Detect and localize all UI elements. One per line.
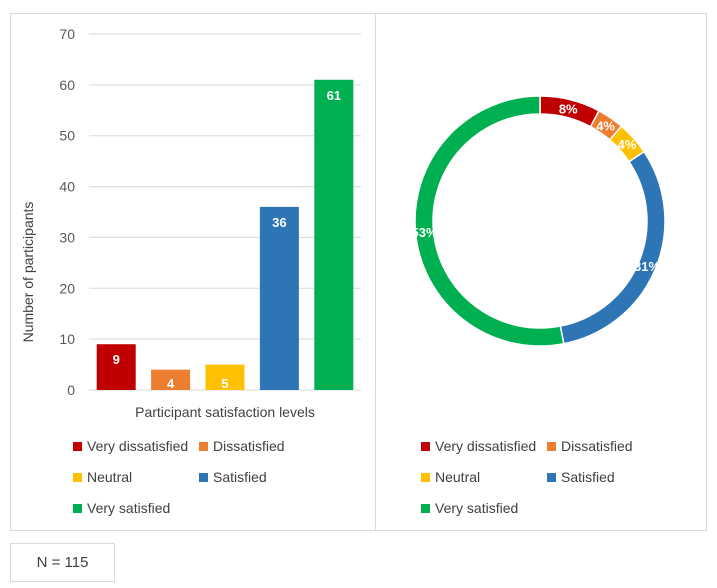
legend-item: Dissatisfied [547, 438, 633, 454]
legend-swatch [421, 441, 430, 451]
y-tick-label: 20 [59, 280, 75, 296]
bar-chart: 0 10 20 30 40 50 60 70 9 4 5 36 61 Participant satisf… [20, 26, 361, 420]
donut-slice [559, 150, 666, 345]
legend-swatch [199, 472, 208, 482]
slice-percent-label: 4% [596, 118, 615, 133]
bar [205, 364, 245, 390]
bar-value-label: 9 [113, 352, 120, 367]
slice-percent-label: 8% [559, 101, 578, 116]
y-tick-label: 70 [59, 26, 75, 42]
legend-label: Satisfied [561, 469, 615, 485]
legend-item: Satisfied [199, 469, 267, 485]
y-tick-label: 10 [59, 331, 75, 347]
legend-swatch [73, 503, 82, 513]
bar-chart-panel: 0 10 20 30 40 50 60 70 9 4 5 36 61 Participant satisf… [10, 13, 377, 531]
y-tick-label: 30 [59, 229, 75, 245]
legend-label: Very dissatisfied [87, 438, 189, 454]
legend-label: Very satisfied [87, 500, 171, 516]
legend-item: Dissatisfied [199, 438, 285, 454]
y-tick-label: 40 [59, 179, 75, 195]
legend-label: Neutral [435, 469, 481, 485]
bar [96, 344, 136, 390]
bar-value-label: 4 [167, 376, 175, 391]
legend-swatch [73, 441, 82, 451]
legend-label: Dissatisfied [213, 438, 285, 454]
y-tick-label: 60 [59, 77, 75, 93]
legend-item: Very dissatisfied [421, 438, 536, 454]
legend-item: Neutral [421, 469, 480, 485]
bar-value-label: 5 [221, 376, 228, 391]
bar-value-label: 36 [272, 215, 286, 230]
legend-label: Neutral [87, 469, 133, 485]
legend-swatch [199, 441, 208, 451]
legend-item: Satisfied [547, 469, 615, 485]
bar-value-label: 61 [327, 88, 341, 103]
legend-swatch [547, 441, 556, 451]
legend-item: Very satisfied [73, 500, 170, 516]
legend-swatch [421, 472, 430, 482]
legend-swatch [73, 472, 82, 482]
bar [151, 369, 191, 390]
slice-percent-label: 53% [412, 225, 438, 240]
legend-label: Very satisfied [435, 500, 519, 516]
legend-swatch [547, 472, 556, 482]
donut-slice [414, 95, 565, 347]
legend-item: Neutral [73, 469, 132, 485]
legend-label: Dissatisfied [561, 438, 633, 454]
y-tick-label: 0 [67, 382, 75, 398]
donut-chart: 8% 4%4% 31% 53% [412, 95, 666, 347]
sample-size-note: N = 115 [10, 543, 115, 582]
y-axis-title: Number of participants [20, 202, 36, 343]
bar [259, 206, 299, 390]
donut-chart-panel: 8% 4% 4% 31% 53% Very dissatisfied Dissatisfi… [375, 13, 707, 531]
bar [314, 79, 354, 391]
legend-swatch [421, 503, 430, 513]
slice-percent-label: 31% [634, 259, 660, 274]
legend-label: Satisfied [213, 469, 267, 485]
legend-item: Very dissatisfied [73, 438, 188, 454]
slice-percent-label: 4% [618, 137, 637, 152]
y-tick-label: 50 [59, 128, 75, 144]
legend-item: Very satisfied [421, 500, 518, 516]
legend-label: Very dissatisfied [435, 438, 537, 454]
x-axis-title: Participant satisfaction levels [135, 404, 315, 420]
